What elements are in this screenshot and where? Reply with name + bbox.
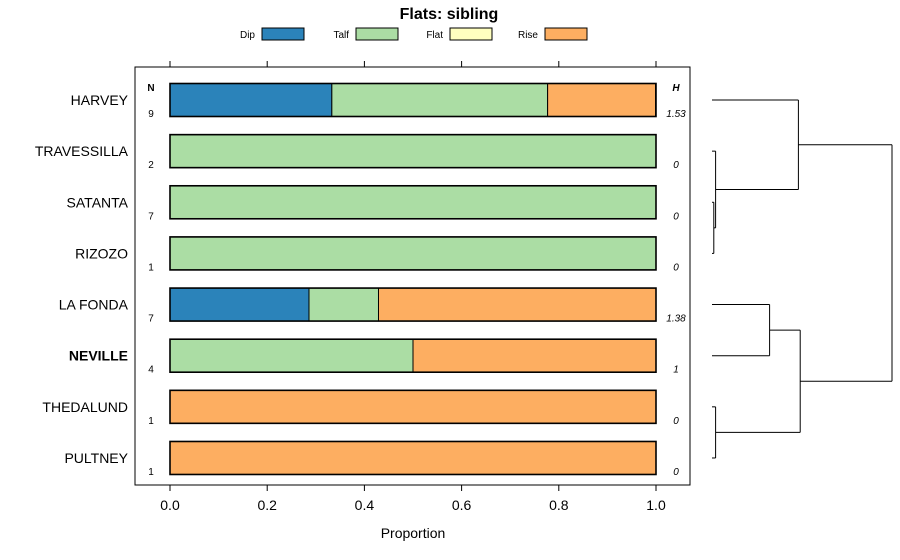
x-axis: 0.0 0.2 0.4 0.6 0.8 1.0 xyxy=(160,61,666,513)
category-label: THEDALUND xyxy=(42,399,128,415)
bar-outline xyxy=(169,440,657,476)
bar-segment-rise xyxy=(169,440,657,475)
x-tick-label: 0.6 xyxy=(452,497,472,513)
n-value: 7 xyxy=(148,211,154,222)
x-tick-label: 0.0 xyxy=(160,497,180,513)
category-label: RIZOZO xyxy=(75,245,128,261)
n-value: 4 xyxy=(148,365,154,376)
legend-swatch-flat xyxy=(449,27,493,41)
category-label: LA FONDA xyxy=(59,297,129,313)
dendrogram xyxy=(712,99,893,459)
bar-outline xyxy=(169,389,657,425)
bar-segment-talf xyxy=(331,83,549,117)
bar-segment-talf xyxy=(169,338,414,373)
bar-segment-talf xyxy=(169,134,657,169)
x-axis-title: Proportion xyxy=(381,525,446,541)
x-tick-label: 0.4 xyxy=(355,497,375,513)
bar-outline xyxy=(169,338,657,374)
bar-outline xyxy=(169,82,657,118)
x-tick-label: 0.8 xyxy=(549,497,569,513)
bar-segment-talf xyxy=(169,236,657,271)
bar-outline xyxy=(169,133,657,169)
bar-outline xyxy=(169,184,657,220)
x-tick-label: 0.2 xyxy=(257,497,277,513)
bar-rows: HARVEY 9 1.53 TRAVESSILLA 2 0 SATANTA 7 0 RIZOZO 1… xyxy=(35,82,686,478)
bar-segment-rise xyxy=(547,83,657,117)
legend-label-talf: Talf xyxy=(333,30,349,41)
n-column-header: N xyxy=(147,83,154,94)
legend-label-dip: Dip xyxy=(240,30,255,41)
bar-outline xyxy=(169,236,657,271)
bar-outline xyxy=(169,287,657,322)
h-value: 1 xyxy=(673,365,679,376)
x-tick-label: 1.0 xyxy=(646,497,666,513)
category-label: HARVEY xyxy=(71,92,129,108)
category-label: TRAVESSILLA xyxy=(35,143,129,159)
n-value: 1 xyxy=(148,262,154,273)
n-value: 1 xyxy=(148,416,154,427)
chart-title: Flats: sibling xyxy=(400,6,499,23)
legend-label-flat: Flat xyxy=(426,30,443,41)
bar-segment-rise xyxy=(377,287,657,322)
bar-segment-dip xyxy=(169,287,310,322)
n-value: 1 xyxy=(148,467,154,478)
bar-segment-rise xyxy=(412,338,657,373)
category-label: SATANTA xyxy=(67,194,129,210)
legend-swatch-talf xyxy=(355,27,399,41)
h-value: 0 xyxy=(673,416,679,427)
h-value: 0 xyxy=(673,211,679,222)
legend-swatch-rise xyxy=(544,27,588,41)
category-label: PULTNEY xyxy=(64,450,128,466)
plot-panel xyxy=(134,66,691,486)
h-value: 1.53 xyxy=(666,109,686,120)
n-value: 9 xyxy=(148,109,154,120)
bar-segment-talf xyxy=(169,185,657,220)
h-value: 0 xyxy=(673,467,679,478)
bar-segment-talf xyxy=(308,287,379,322)
legend-swatch-dip xyxy=(261,27,305,41)
category-label: NEVILLE xyxy=(69,348,128,364)
n-value: 2 xyxy=(148,160,154,171)
h-value: 1.38 xyxy=(666,314,686,325)
h-value: 0 xyxy=(673,262,679,273)
legend-label-rise: Rise xyxy=(518,30,538,41)
h-column-header: H xyxy=(672,83,680,94)
h-value: 0 xyxy=(673,160,679,171)
bar-segment-dip xyxy=(169,83,333,117)
n-value: 7 xyxy=(148,314,154,325)
bar-segment-rise xyxy=(169,389,657,424)
legend: Dip Talf Flat Rise xyxy=(240,27,588,41)
